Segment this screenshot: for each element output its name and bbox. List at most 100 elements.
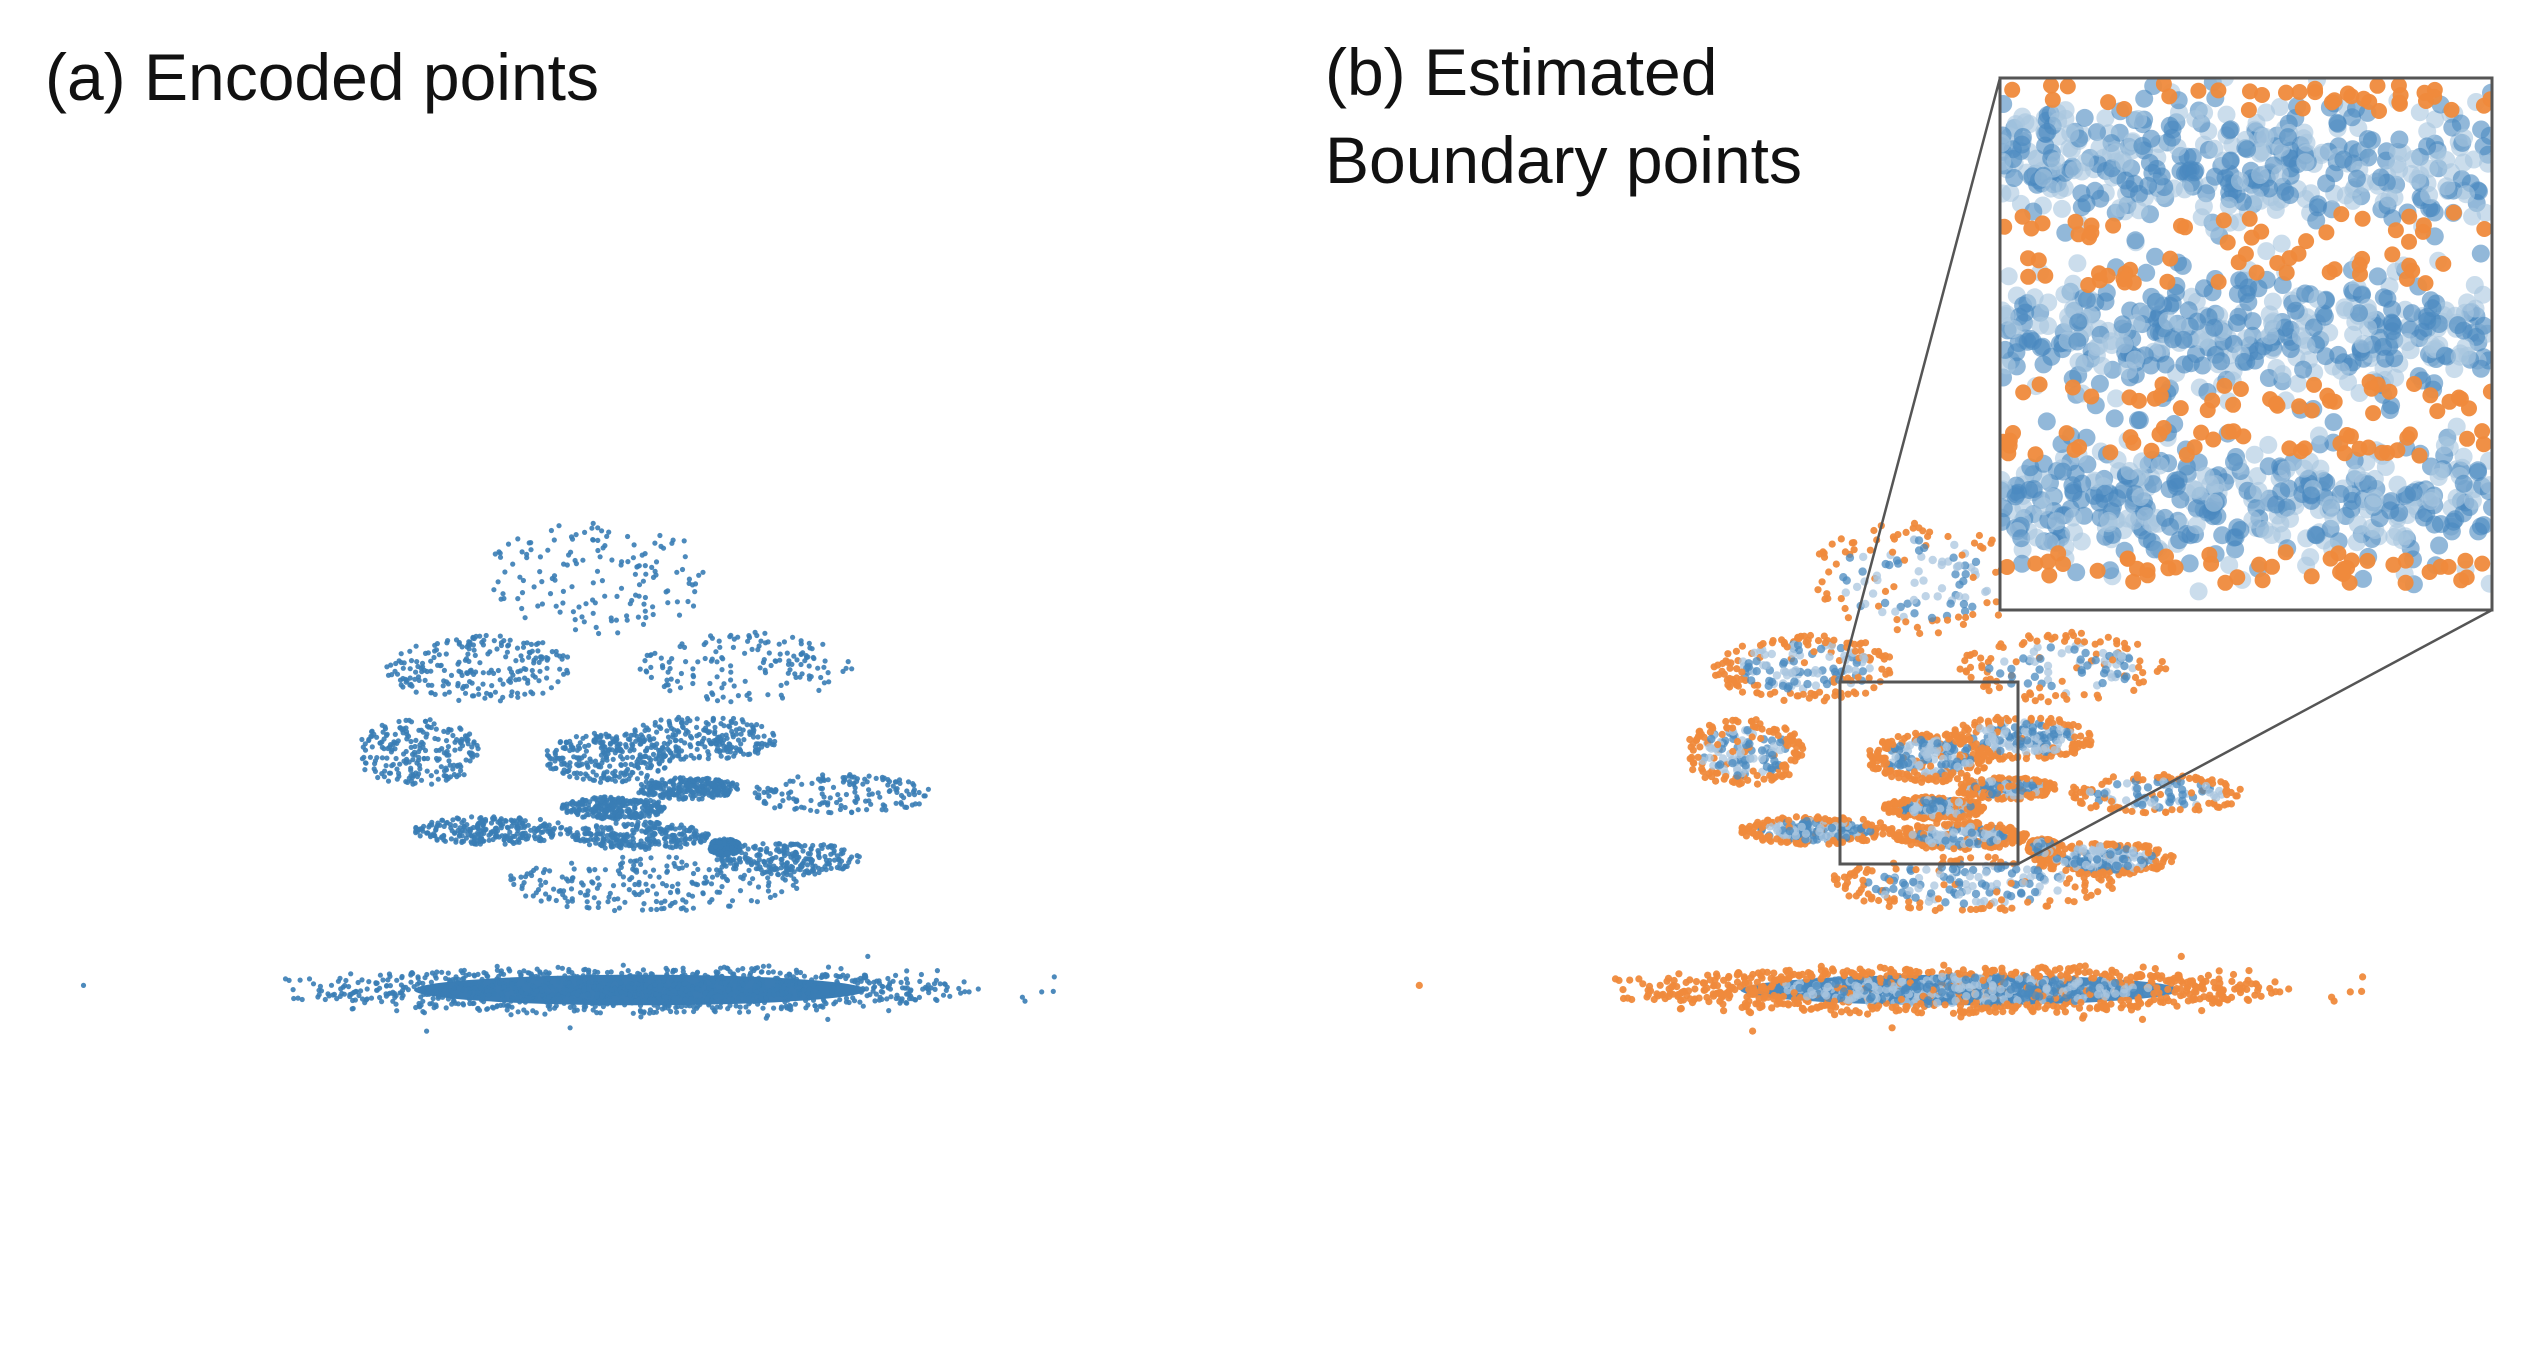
encoded-point <box>814 808 820 815</box>
boundary-point <box>2358 987 2366 996</box>
encoded-point <box>403 984 409 990</box>
boundary-point <box>2229 970 2238 979</box>
encoded-point <box>663 883 670 889</box>
encoded-point <box>760 1005 766 1011</box>
encoded-point <box>620 854 626 860</box>
encoded-point <box>671 832 678 839</box>
encoded-point <box>754 722 760 728</box>
encoded-point <box>687 828 693 834</box>
boundary-point <box>1888 1024 1896 1032</box>
encoded-point <box>648 674 655 681</box>
encoded-point <box>626 887 632 893</box>
encoded-point <box>549 834 555 840</box>
encoded-point <box>799 671 805 677</box>
encoded-point <box>637 1002 644 1009</box>
encoded-point <box>469 814 475 820</box>
encoded-point <box>519 605 525 612</box>
encoded-point <box>918 971 925 978</box>
encoded-point <box>521 968 527 974</box>
encoded-point <box>738 731 744 737</box>
encoded-point <box>502 833 508 839</box>
encoded-point <box>878 988 884 995</box>
encoded-point <box>664 971 670 978</box>
encoded-point <box>750 734 757 740</box>
encoded-point <box>529 648 535 654</box>
encoded-point <box>735 737 742 743</box>
encoded-point <box>478 831 484 837</box>
encoded-point <box>522 691 528 697</box>
encoded-point <box>528 540 534 546</box>
encoded-point <box>670 982 677 988</box>
encoded-point <box>459 976 466 982</box>
encoded-point <box>651 1009 657 1016</box>
encoded-point <box>809 780 815 787</box>
encoded-point <box>564 807 570 814</box>
encoded-point <box>958 990 964 996</box>
encoded-point <box>765 875 771 881</box>
encoded-point <box>418 1002 424 1008</box>
encoded-point <box>625 736 632 742</box>
encoded-point <box>585 888 591 894</box>
encoded-point <box>761 789 767 796</box>
encoded-point <box>394 977 400 983</box>
encoded-point <box>784 680 790 686</box>
encoded-point <box>400 665 406 671</box>
encoded-point <box>536 678 542 684</box>
encoded-point <box>821 842 827 848</box>
encoded-point <box>564 903 570 910</box>
encoded-point <box>966 989 972 995</box>
encoded-point <box>426 824 432 830</box>
encoded-point <box>956 985 962 992</box>
encoded-point <box>492 689 498 695</box>
encoded-point <box>574 775 580 781</box>
encoded-point <box>392 994 398 1001</box>
encoded-point <box>731 866 737 872</box>
encoded-point <box>581 753 587 759</box>
encoded-point <box>614 740 620 746</box>
encoded-point <box>687 776 694 782</box>
encoded-point <box>450 766 456 772</box>
encoded-point <box>655 1004 661 1011</box>
encoded-point <box>595 836 601 842</box>
encoded-point <box>613 820 619 826</box>
encoded-point <box>537 816 544 823</box>
encoded-point <box>538 836 544 842</box>
encoded-point <box>668 676 674 682</box>
encoded-point <box>654 999 660 1005</box>
encoded-point <box>466 990 472 996</box>
encoded-point <box>686 892 692 898</box>
encoded-point <box>593 624 599 631</box>
encoded-point <box>717 1004 724 1010</box>
encoded-point <box>495 579 501 585</box>
encoded-point <box>440 994 446 1000</box>
encoded-point <box>561 1000 567 1006</box>
encoded-point <box>643 972 649 978</box>
encoded-point <box>558 825 564 831</box>
encoded-point <box>787 971 793 978</box>
encoded-point <box>535 603 541 609</box>
encoded-point <box>779 695 786 701</box>
encoded-point <box>674 716 680 723</box>
encoded-point <box>565 899 571 905</box>
encoded-point <box>772 658 778 664</box>
boundary-point <box>2346 988 2354 996</box>
encoded-point <box>433 726 439 732</box>
encoded-point <box>864 978 871 984</box>
encoded-point <box>481 637 487 643</box>
encoded-point <box>530 1008 536 1014</box>
encoded-point <box>687 733 694 740</box>
encoded-point <box>742 678 748 684</box>
encoded-point <box>441 823 447 830</box>
encoded-point <box>694 882 701 888</box>
encoded-point <box>404 736 410 742</box>
encoded-point <box>555 820 561 826</box>
encoded-point <box>793 805 800 811</box>
encoded-point <box>494 967 500 973</box>
encoded-point <box>854 796 861 802</box>
encoded-point <box>597 1010 604 1016</box>
encoded-point <box>890 783 896 789</box>
encoded-point <box>522 615 528 621</box>
encoded-point <box>720 694 726 700</box>
encoded-point <box>540 822 546 829</box>
encoded-point <box>629 821 635 828</box>
